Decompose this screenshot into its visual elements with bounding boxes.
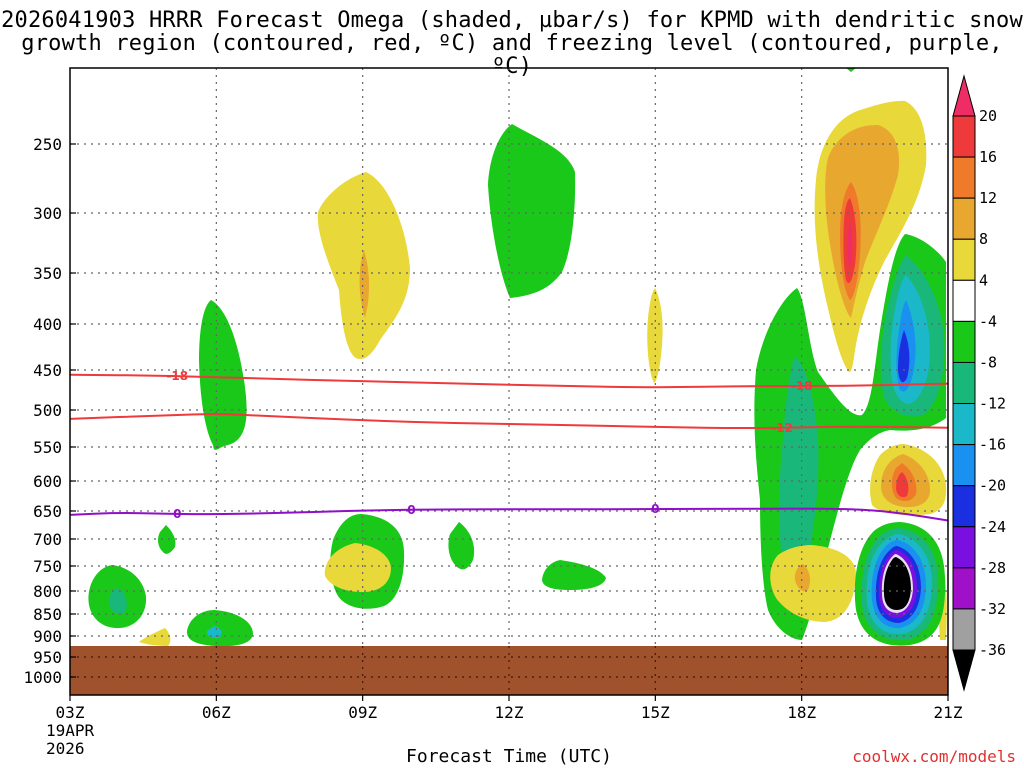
colorbar-label: -8 (979, 353, 997, 371)
contour-lines: -18 -18 -12 0 0 0 (70, 369, 948, 522)
colorbar-bin (952, 320, 976, 363)
colorbar-label: -28 (979, 559, 1006, 577)
colorbar-bin (952, 526, 976, 569)
y-tick-label: 550 (33, 438, 62, 457)
colorbar-bin (952, 156, 976, 199)
contour-label: 0 (651, 502, 659, 516)
omega-upward-cell (448, 522, 475, 570)
contour-dgz_-12C (70, 413, 948, 430)
colorbar-label: 20 (979, 107, 997, 125)
y-tick-label: 800 (33, 582, 62, 601)
y-axis: 250 300 350 400 450 500 550 600 650 700 750 800 850 9… (23, 135, 76, 687)
contour-dgz_-18C (70, 373, 948, 389)
contour-freezing_0C (70, 507, 948, 522)
y-tick-label: 900 (33, 627, 62, 646)
y-tick-label: 450 (33, 361, 62, 380)
omega-upward-cell (846, 68, 856, 72)
x-axis-date-line1: 19APR (46, 721, 95, 740)
x-tick-label: 21Z (934, 703, 963, 722)
omega-upward-core (108, 588, 127, 615)
colorbar-bin (952, 567, 976, 610)
y-tick-label: 600 (33, 472, 62, 491)
x-tick-label: 12Z (495, 703, 524, 722)
y-tick-label: 350 (33, 264, 62, 283)
omega-downward-core (847, 222, 853, 268)
omega-upward-core (883, 557, 911, 610)
contour-label: -18 (791, 379, 813, 393)
y-tick-label: 500 (33, 401, 62, 420)
colorbar-bin (952, 197, 976, 240)
colorbar: 20 16 12 8 4 -4 -8 -12 -16 -20 -24 -28 -32 -36 (952, 74, 1006, 692)
omega-shading (88, 68, 947, 647)
omega-downward-cell (770, 545, 856, 622)
colorbar-label: -20 (979, 477, 1006, 495)
omega-upward-cell (158, 525, 176, 554)
colorbar-bottom-arrow (952, 649, 976, 692)
x-axis: 03Z 06Z 09Z 12Z 15Z 18Z 21Z (56, 695, 963, 722)
y-tick-label: 950 (33, 648, 62, 667)
colorbar-label: -16 (979, 436, 1006, 454)
colorbar-bin (952, 115, 976, 158)
colorbar-label: -12 (979, 395, 1006, 413)
y-tick-label: 250 (33, 135, 62, 154)
colorbar-label: -36 (979, 641, 1006, 659)
colorbar-label: 12 (979, 189, 997, 207)
colorbar-bin (952, 361, 976, 405)
colorbar-bin (952, 238, 976, 281)
omega-upward-cell (488, 124, 576, 298)
colorbar-bin (952, 403, 976, 446)
omega-upward-cell (186, 610, 253, 647)
x-tick-label: 18Z (787, 703, 816, 722)
credit-text: coolwx.com/models (852, 747, 1016, 766)
colorbar-bin (952, 279, 976, 322)
y-tick-label: 300 (33, 204, 62, 223)
omega-upward-core (779, 356, 819, 585)
omega-downward-core (359, 250, 370, 318)
x-tick-label: 09Z (348, 703, 377, 722)
omega-upward-cell (542, 560, 606, 590)
x-tick-label: 15Z (641, 703, 670, 722)
omega-downward-cell (324, 543, 391, 592)
y-tick-label: 650 (33, 502, 62, 521)
y-tick-label: 850 (33, 605, 62, 624)
colorbar-bin (952, 485, 976, 528)
colorbar-bin (952, 444, 976, 487)
colorbar-label: 16 (979, 148, 997, 166)
colorbar-top-arrow (952, 74, 976, 117)
y-tick-label: 1000 (23, 668, 62, 687)
omega-downward-cell (139, 628, 171, 646)
x-axis-date-line2: 2026 (46, 739, 85, 758)
contour-label: 0 (407, 503, 415, 517)
contour-label: -18 (166, 369, 188, 383)
omega-downward-core (794, 564, 811, 592)
omega-upward-core (206, 626, 222, 639)
contour-label: 0 (173, 507, 181, 521)
omega-upward-cell (199, 300, 247, 450)
omega-downward-core (896, 472, 909, 498)
colorbar-label: -24 (979, 518, 1006, 536)
colorbar-label: -32 (979, 600, 1006, 618)
chart-title-line2: growth region (contoured, red, ºC) and f… (21, 31, 1003, 79)
y-tick-label: 700 (33, 530, 62, 549)
ground-grid-lines (70, 646, 948, 695)
colorbar-label: 4 (979, 271, 988, 289)
chart-title-line1: 2026041903 HRRR Forecast Omega (shaded, … (1, 8, 1023, 33)
colorbar-bin (952, 608, 976, 651)
omega-upward-core (898, 330, 910, 383)
y-tick-label: 400 (33, 315, 62, 334)
x-axis-label: Forecast Time (UTC) (406, 746, 612, 767)
colorbar-label: -4 (979, 312, 997, 330)
colorbar-label: 8 (979, 230, 988, 248)
y-tick-label: 750 (33, 557, 62, 576)
x-tick-label: 06Z (202, 703, 231, 722)
x-tick-label: 03Z (56, 703, 85, 722)
contour-label: -12 (771, 421, 793, 435)
